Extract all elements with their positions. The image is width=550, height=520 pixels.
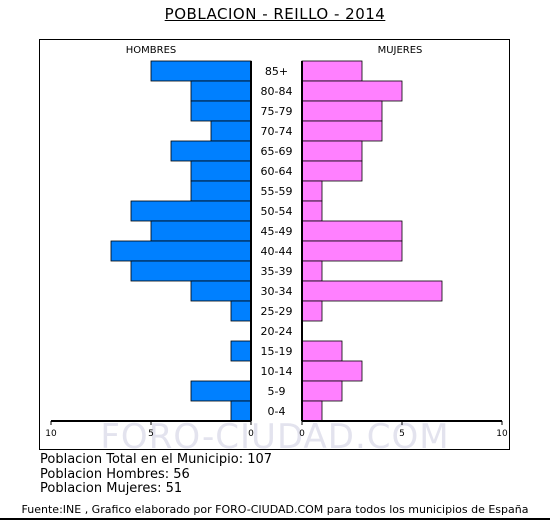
legend-hombres: HOMBRES xyxy=(126,45,177,56)
bar-hombres-5-9 xyxy=(190,380,252,402)
age-label: 20-24 xyxy=(261,325,293,338)
bar-mujeres-80-84 xyxy=(301,80,403,102)
bar-mujeres-30-34 xyxy=(301,280,443,302)
age-label: 5-9 xyxy=(268,385,286,398)
x-tick-label: 0 xyxy=(248,429,254,439)
bar-hombres-45-49 xyxy=(150,220,252,242)
age-label: 80-84 xyxy=(261,85,293,98)
age-label: 65-69 xyxy=(261,145,293,158)
legend-mujeres: MUJERES xyxy=(378,45,423,56)
chart-frame: FORO-CIUDAD.COM 85+ 80-84 75-79 70-74 65-69 6… xyxy=(39,39,510,451)
bar-mujeres-25-29 xyxy=(301,300,323,322)
male-population: Poblacion Hombres: 56 xyxy=(40,466,190,482)
female-population: Poblacion Mujeres: 51 xyxy=(40,481,183,496)
age-label: 15-19 xyxy=(261,345,293,358)
bar-mujeres-50-54 xyxy=(301,200,323,222)
age-label: 25-29 xyxy=(261,305,293,318)
age-label: 55-59 xyxy=(261,185,293,198)
x-tick-label: 5 xyxy=(148,429,154,439)
bar-hombres-70-74 xyxy=(210,120,252,142)
bar-mujeres-75-79 xyxy=(301,100,383,122)
bar-hombres-60-64 xyxy=(190,160,252,182)
bar-mujeres-5-9 xyxy=(301,380,343,402)
age-label: 60-64 xyxy=(261,165,293,178)
x-tick-label: 10 xyxy=(496,429,508,439)
bar-hombres-35-39 xyxy=(130,260,252,282)
bar-mujeres-55-59 xyxy=(301,180,323,202)
bar-mujeres-45-49 xyxy=(301,220,403,242)
bar-mujeres-60-64 xyxy=(301,160,363,182)
population-pyramid: FORO-CIUDAD.COM 85+ 80-84 75-79 70-74 65-69 6… xyxy=(45,45,508,451)
watermark: FORO-CIUDAD.COM xyxy=(100,417,449,451)
age-label: 45-49 xyxy=(261,225,293,238)
age-label: 50-54 xyxy=(261,205,293,218)
age-label: 0-4 xyxy=(268,405,286,418)
x-tick-label: 10 xyxy=(45,429,57,439)
bar-hombres-65-69 xyxy=(170,140,252,162)
bar-mujeres-65-69 xyxy=(301,140,363,162)
bar-hombres-15-19 xyxy=(230,340,252,362)
footer-line xyxy=(0,518,550,520)
age-label: 10-14 xyxy=(261,365,293,378)
age-label: 75-79 xyxy=(261,105,293,118)
bar-hombres-75-79 xyxy=(190,100,252,122)
bar-hombres-40-44 xyxy=(110,240,252,262)
bar-hombres-85+ xyxy=(150,60,252,82)
bar-hombres-30-34 xyxy=(190,280,252,302)
bar-mujeres-15-19 xyxy=(301,340,343,362)
bar-mujeres-35-39 xyxy=(301,260,323,282)
bar-hombres-50-54 xyxy=(130,200,252,222)
bar-mujeres-10-14 xyxy=(301,360,363,382)
age-label: 85+ xyxy=(265,65,288,78)
age-label: 70-74 xyxy=(261,125,293,138)
bar-mujeres-40-44 xyxy=(301,240,403,262)
total-population: Poblacion Total en el Municipio: 107 xyxy=(40,452,273,467)
bar-mujeres-0-4 xyxy=(301,400,323,422)
bar-mujeres-85+ xyxy=(301,60,363,82)
chart-title: POBLACION - REILLO - 2014 xyxy=(164,5,386,23)
age-label: 35-39 xyxy=(261,265,293,278)
bar-hombres-25-29 xyxy=(230,300,252,322)
x-tick-label: 0 xyxy=(299,429,305,439)
bar-hombres-0-4 xyxy=(230,400,252,422)
population-info: Poblacion Total en el Municipio: 107 Pob… xyxy=(40,452,273,497)
bar-hombres-55-59 xyxy=(190,180,252,202)
bar-mujeres-70-74 xyxy=(301,120,383,142)
bar-hombres-80-84 xyxy=(190,80,252,102)
age-label: 30-34 xyxy=(261,285,293,298)
age-label: 40-44 xyxy=(261,245,293,258)
footer-source: Fuente:INE , Grafico elaborado por FORO-… xyxy=(21,503,529,516)
x-tick-label: 5 xyxy=(399,429,405,439)
